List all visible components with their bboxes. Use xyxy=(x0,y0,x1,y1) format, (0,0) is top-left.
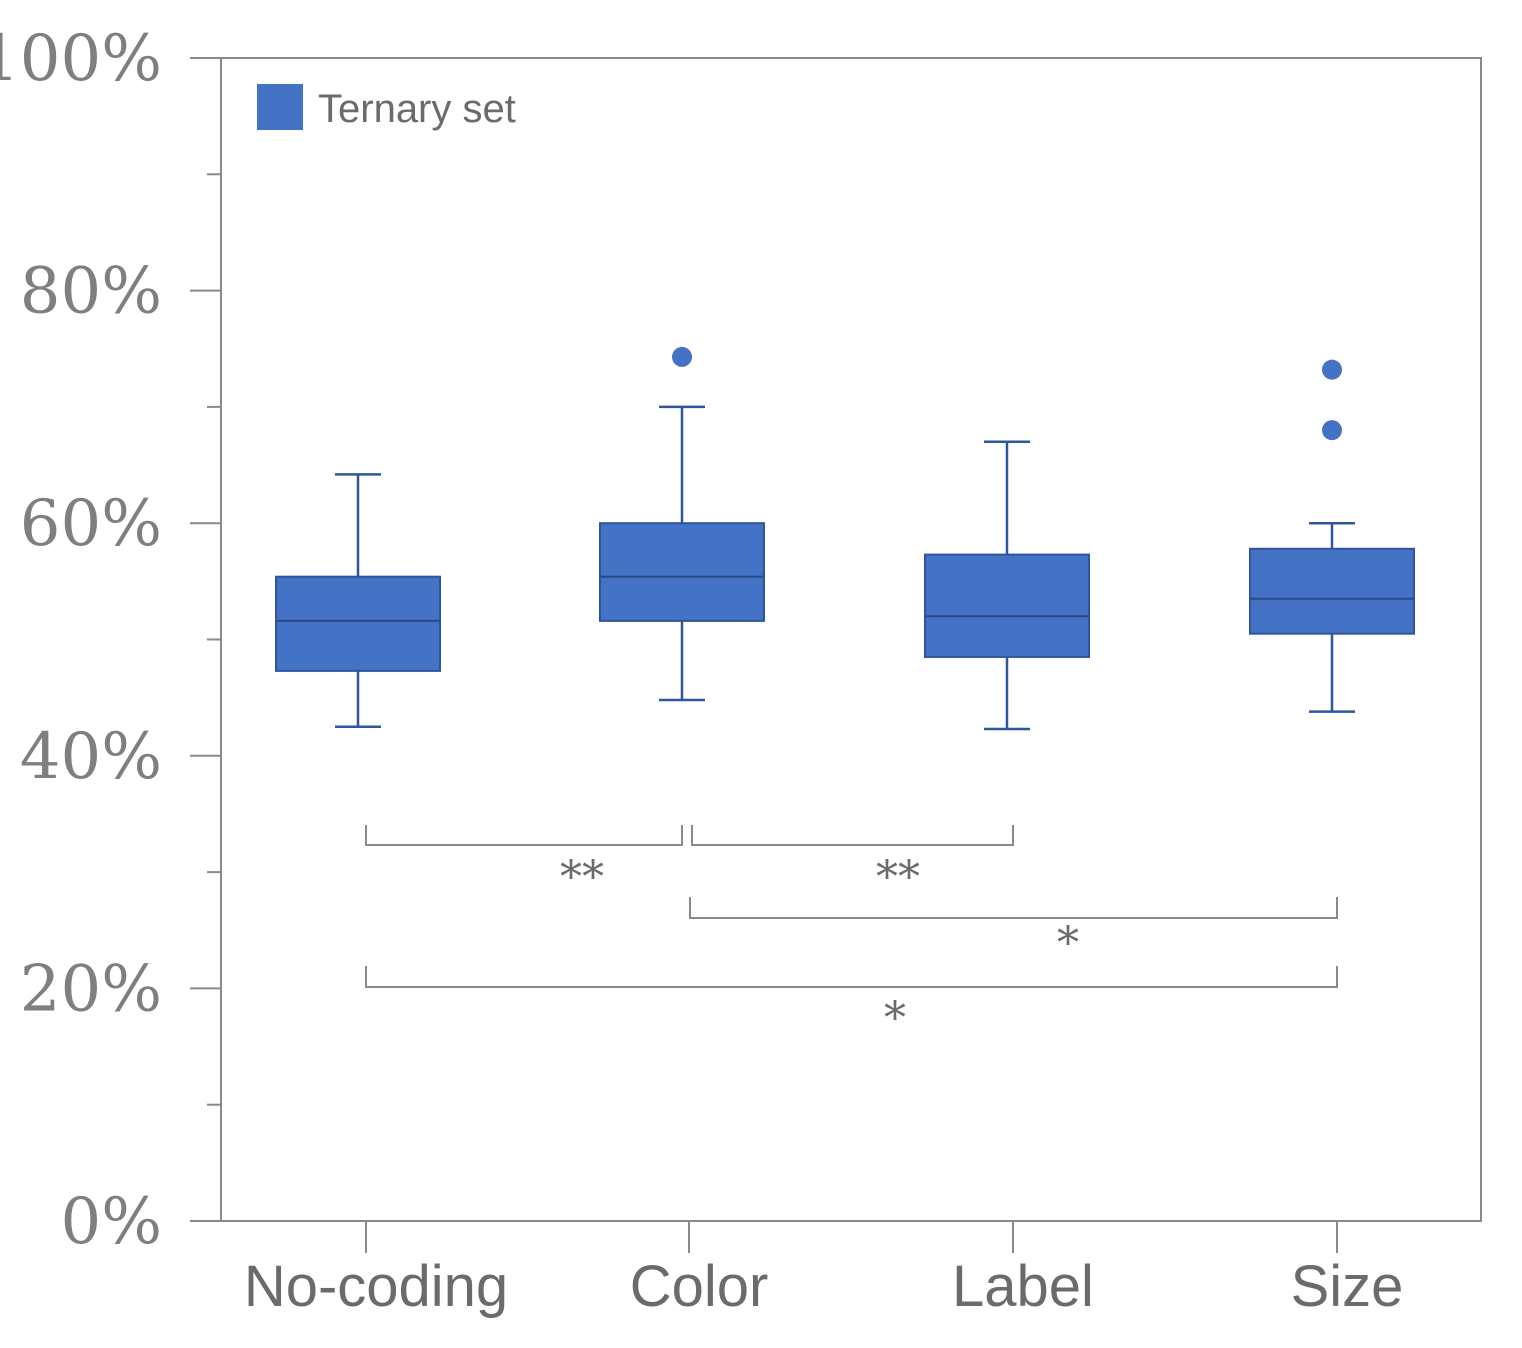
significance-label: ** xyxy=(560,852,604,903)
y-tick-label: 40% xyxy=(20,720,162,794)
outlier-point xyxy=(1322,420,1342,441)
y-tick-label: 20% xyxy=(20,952,162,1026)
y-axis: 0% 20% 40% 60% 80% 100% xyxy=(0,22,221,1259)
legend-label: Ternary set xyxy=(318,87,516,131)
box-color xyxy=(599,346,765,702)
box-label xyxy=(924,440,1090,731)
box-size xyxy=(1249,359,1415,713)
significance-bracket: * xyxy=(689,897,1338,969)
bracket-line xyxy=(365,825,683,846)
iqr-box xyxy=(275,575,441,672)
legend: Ternary set xyxy=(257,84,516,131)
iqr-box xyxy=(924,553,1090,658)
significance-bracket: ** xyxy=(365,825,683,903)
bracket-line xyxy=(691,825,1014,846)
boxes xyxy=(275,346,1415,731)
legend-swatch xyxy=(257,84,303,130)
significance-label: ** xyxy=(876,852,920,903)
x-tick-label: Label xyxy=(952,1254,1094,1319)
y-tick-label: 0% xyxy=(60,1185,162,1259)
outlier-point xyxy=(1322,359,1342,380)
x-axis: No-coding Color Label Size xyxy=(244,1221,1404,1319)
significance-bracket: ** xyxy=(691,825,1014,903)
y-tick-label: 60% xyxy=(20,487,162,561)
significance-label: * xyxy=(1057,918,1079,969)
significance-brackets: ** **** xyxy=(365,825,1338,1044)
iqr-box xyxy=(1249,547,1415,635)
iqr-box xyxy=(599,522,765,622)
bracket-line xyxy=(365,966,1338,988)
x-tick-label: Color xyxy=(630,1254,769,1319)
bracket-line xyxy=(689,897,1338,919)
significance-bracket: * xyxy=(365,966,1338,1044)
y-tick-label: 100% xyxy=(0,22,162,96)
x-tick-label: No-coding xyxy=(244,1254,508,1319)
y-tick-label: 80% xyxy=(20,255,162,329)
x-tick-label: Size xyxy=(1291,1254,1404,1319)
significance-label: * xyxy=(884,993,906,1044)
box-no-coding xyxy=(275,473,441,728)
outlier-point xyxy=(672,346,692,367)
